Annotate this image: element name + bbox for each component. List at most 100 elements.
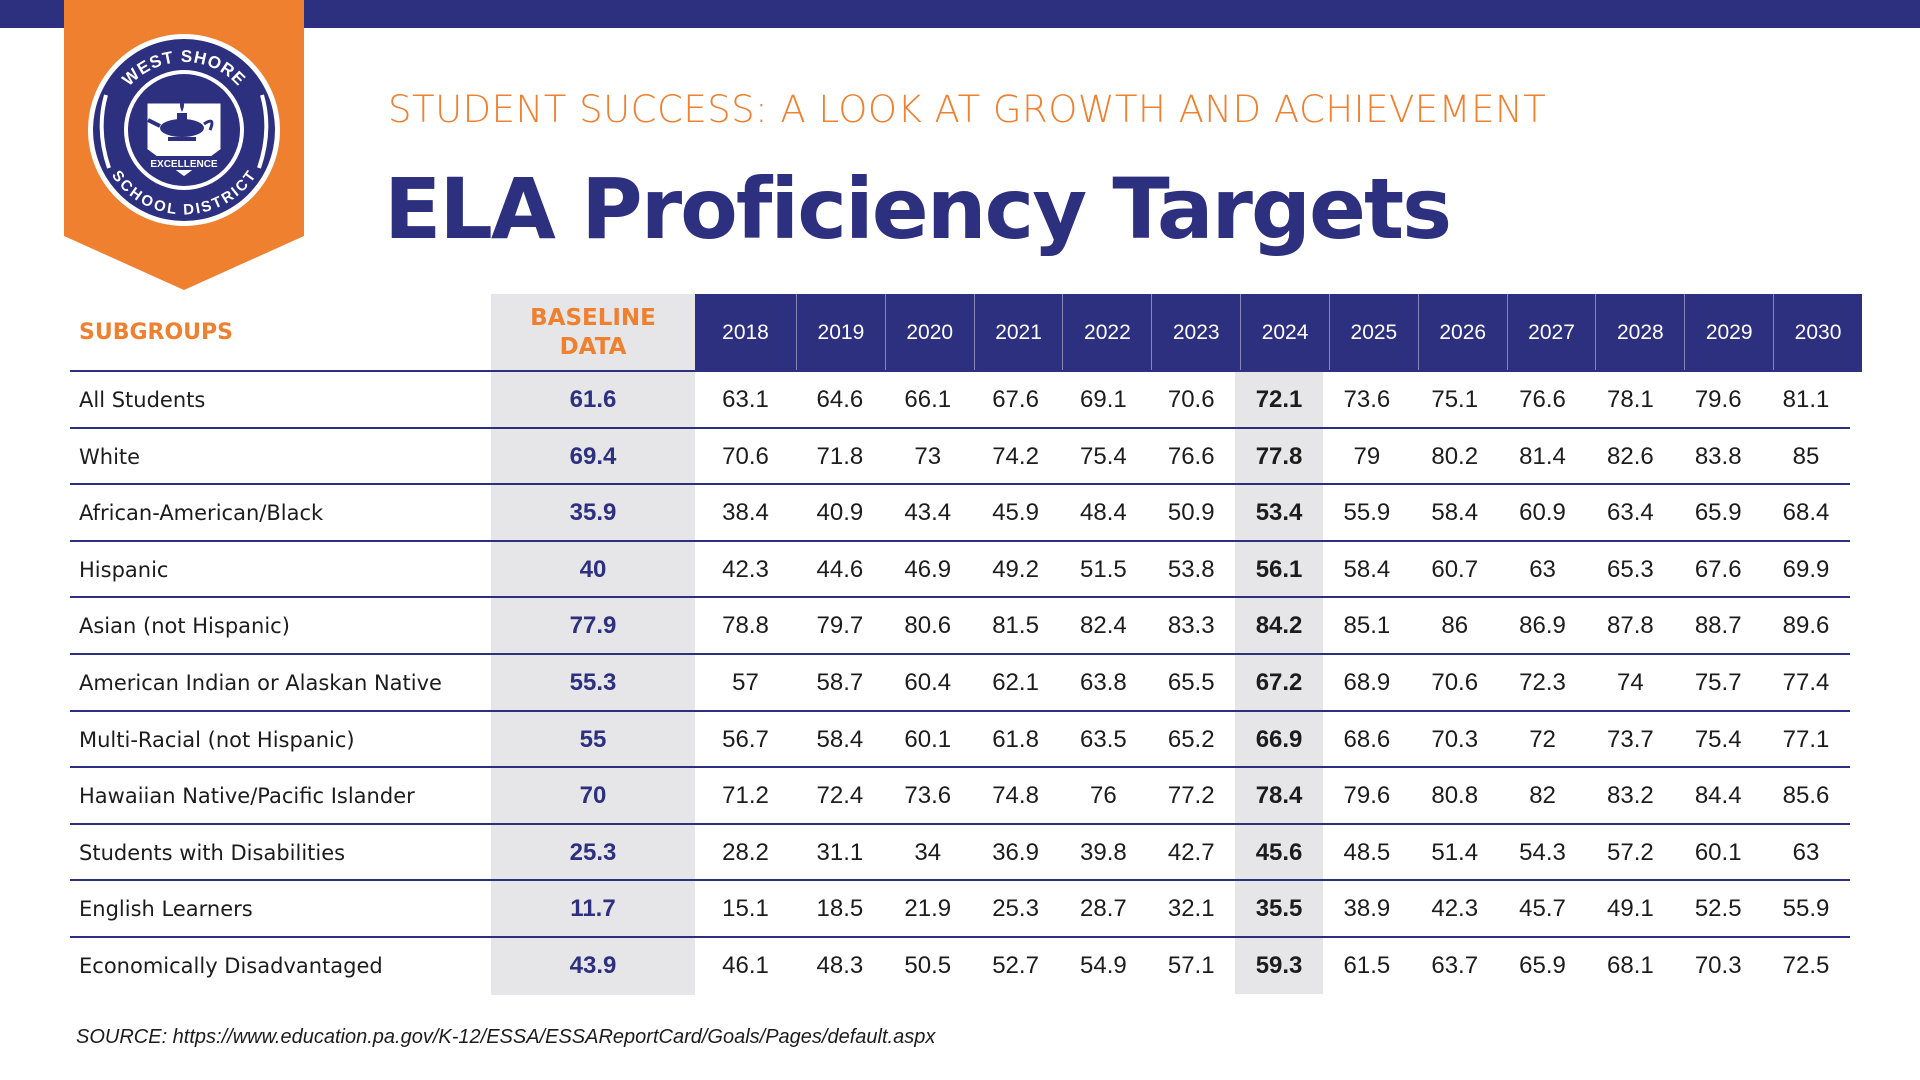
value-2027: 60.9 — [1519, 499, 1566, 527]
value-2018: 46.1 — [722, 951, 769, 979]
subgroup-name: Hispanic — [79, 557, 169, 582]
value-2027: 72 — [1529, 725, 1556, 753]
value-2020: 80.6 — [904, 612, 952, 640]
value-2027: 86.9 — [1519, 612, 1566, 640]
value-2029: 65.9 — [1694, 499, 1742, 527]
value-2030: 63 — [1792, 838, 1820, 866]
year-values: 71.2 72.4 73.6 74.8 76 77.2 78.4 79.6 80.8 82 83.2… — [695, 768, 1850, 825]
value-2025: 79.6 — [1343, 782, 1391, 810]
value-2019: 31.1 — [816, 838, 864, 866]
table-header: SUBGROUPS BASELINE DATA 2018 2019 2020 2021… — [70, 294, 1862, 372]
year-values: 15.1 18.5 21.9 25.3 28.7 32.1 35.5 38.9 42.3 45.7… — [695, 881, 1850, 938]
baseline-value: 69.4 — [491, 428, 695, 486]
value-2019: 18.5 — [816, 895, 864, 923]
value-2028: 63.4 — [1607, 499, 1654, 527]
value-2028: 83.2 — [1607, 782, 1654, 810]
value-2020: 60.4 — [904, 668, 952, 696]
value-2020: 50.5 — [904, 951, 952, 979]
value-2024: 77.8 — [1235, 428, 1323, 485]
value-2026: 58.4 — [1431, 499, 1479, 527]
value-2026: 80.8 — [1431, 782, 1479, 810]
value-2026: 70.3 — [1431, 725, 1479, 753]
year-header-2029: 2029 — [1684, 294, 1773, 372]
value-2019: 71.8 — [816, 442, 864, 470]
value-2023: 32.1 — [1167, 895, 1215, 923]
table-body: All Students 61.6 63.1 64.6 66.1 67.6 69.1 70.6… — [70, 372, 1850, 995]
value-2028: 57.2 — [1607, 838, 1654, 866]
value-2028: 68.1 — [1607, 951, 1654, 979]
value-2020: 73 — [914, 442, 942, 470]
top-bar — [0, 0, 1920, 28]
value-2027: 65.9 — [1519, 951, 1566, 979]
value-2020: 73.6 — [904, 782, 952, 810]
year-values: 56.7 58.4 60.1 61.8 63.5 65.2 66.9 68.6 70.3 72 73… — [695, 711, 1850, 768]
subgroup-name: African-American/Black — [79, 501, 324, 526]
district-seal-icon: EXCELLENCE WEST SHORE SCHOOL DISTRICT — [64, 0, 304, 290]
value-2025: 73.6 — [1343, 386, 1391, 413]
baseline-header: BASELINE DATA — [491, 294, 695, 372]
value-2029: 70.3 — [1694, 951, 1742, 979]
value-2029: 75.7 — [1694, 668, 1742, 696]
value-2019: 48.3 — [816, 951, 864, 979]
baseline-value: 25.3 — [491, 824, 695, 882]
value-2024: 35.5 — [1235, 881, 1323, 938]
table-row: African-American/Black 35.9 38.4 40.9 43.4 45… — [70, 485, 1850, 542]
value-2025: 79 — [1353, 442, 1381, 470]
value-2022: 28.7 — [1080, 895, 1127, 923]
value-2030: 89.6 — [1782, 612, 1830, 640]
value-2027: 72.3 — [1519, 668, 1566, 696]
table-row: All Students 61.6 63.1 64.6 66.1 67.6 69.1 70.6… — [70, 372, 1850, 429]
value-2023: 57.1 — [1167, 951, 1215, 979]
value-2024: 67.2 — [1235, 654, 1323, 711]
subgroup-name: Economically Disadvantaged — [79, 953, 383, 978]
subgroup-name: Hawaiian Native/Pacific Islander — [79, 784, 415, 809]
value-2021: 49.2 — [992, 555, 1039, 583]
value-2021: 25.3 — [992, 895, 1039, 923]
value-2028: 65.3 — [1607, 555, 1654, 583]
value-2030: 77.4 — [1782, 668, 1830, 696]
value-2026: 42.3 — [1431, 895, 1479, 923]
value-2030: 77.1 — [1782, 725, 1830, 753]
value-2030: 72.5 — [1782, 951, 1830, 979]
subgroup-name: White — [79, 444, 141, 469]
year-values: 28.2 31.1 34 36.9 39.8 42.7 45.6 48.5 51.4 54.3 57… — [695, 824, 1850, 881]
year-header-2021: 2021 — [973, 294, 1063, 372]
value-2018: 71.2 — [722, 782, 769, 810]
row-divider — [70, 879, 1850, 882]
subgroups-header: SUBGROUPS — [79, 320, 234, 345]
value-2020: 43.4 — [904, 499, 952, 527]
table-row: English Learners 11.7 15.1 18.5 21.9 25.3 28.7… — [70, 881, 1850, 938]
value-2024: 45.6 — [1235, 824, 1323, 881]
value-2026: 80.2 — [1431, 442, 1479, 470]
value-2029: 83.8 — [1694, 442, 1742, 470]
baseline-value: 11.7 — [491, 881, 695, 938]
value-2018: 63.1 — [722, 386, 769, 413]
baseline-value: 55.3 — [491, 654, 695, 712]
value-2019: 58.4 — [816, 725, 864, 753]
page-title: ELA Proficiency Targets — [384, 160, 1452, 258]
value-2027: 63 — [1529, 555, 1556, 583]
baseline-value: 77.9 — [491, 598, 695, 655]
value-2027: 82 — [1529, 782, 1556, 810]
value-2024: 84.2 — [1235, 598, 1323, 655]
baseline-value: 55 — [491, 711, 695, 769]
value-2028: 78.1 — [1607, 386, 1654, 413]
value-2026: 60.7 — [1431, 555, 1479, 583]
baseline-value: 70 — [491, 768, 695, 825]
value-2023: 83.3 — [1167, 612, 1215, 640]
year-header-2027: 2027 — [1506, 294, 1596, 372]
value-2022: 51.5 — [1080, 555, 1127, 583]
value-2030: 55.9 — [1782, 895, 1830, 923]
value-2019: 40.9 — [816, 499, 864, 527]
table-row: Hispanic 40 42.3 44.6 46.9 49.2 51.5 53.8 56.1 58… — [70, 541, 1850, 599]
value-2028: 87.8 — [1607, 612, 1654, 640]
value-2025: 58.4 — [1343, 555, 1391, 583]
table-row: Students with Disabilities 25.3 28.2 31.1 34… — [70, 824, 1850, 882]
value-2021: 67.6 — [992, 386, 1039, 413]
value-2029: 52.5 — [1694, 895, 1742, 923]
year-values: 63.1 64.6 66.1 67.6 69.1 70.6 72.1 73.6 75.1 76.6… — [695, 372, 1850, 428]
value-2027: 45.7 — [1519, 895, 1566, 923]
value-2027: 76.6 — [1519, 386, 1566, 413]
value-2030: 81.1 — [1782, 386, 1830, 413]
value-2030: 85.6 — [1782, 782, 1830, 810]
